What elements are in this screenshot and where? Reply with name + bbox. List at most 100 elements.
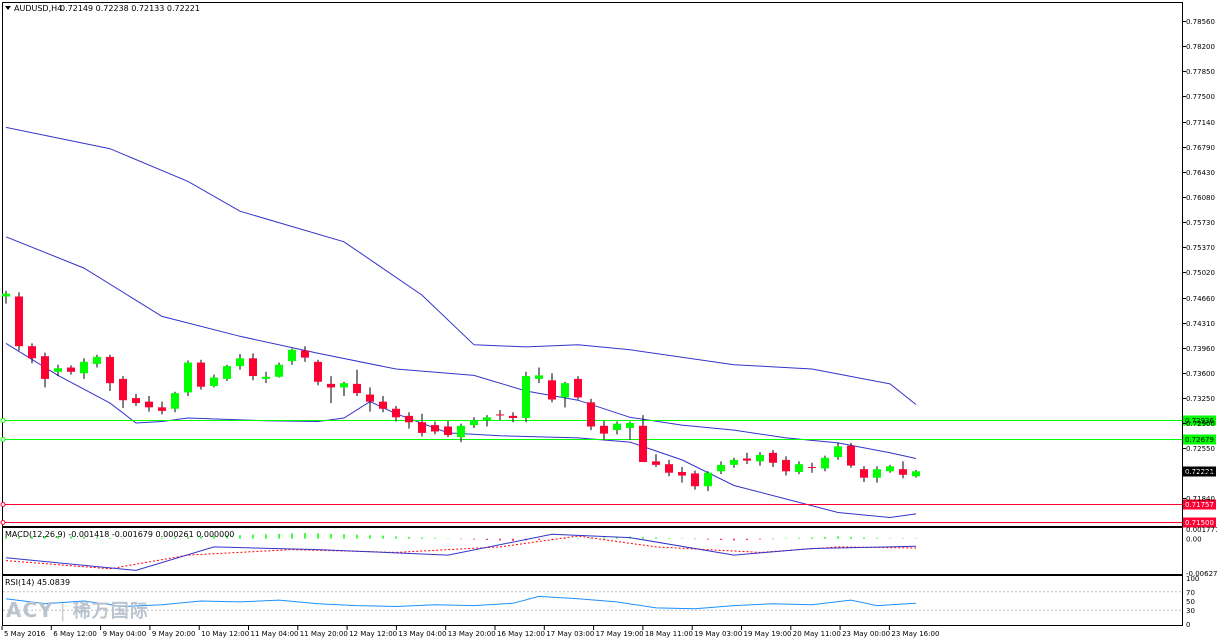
time-tick-label: 6 May 12:00 xyxy=(53,630,97,638)
time-tick-label: 11 May 20:00 xyxy=(300,630,348,638)
macd-main-line xyxy=(5,533,917,571)
bull-candle xyxy=(873,469,881,478)
time-tick-label: 18 May 11:00 xyxy=(645,630,693,638)
time-tick-label: 17 May 03:00 xyxy=(546,630,594,638)
current-price-label: 0.72221 xyxy=(1185,468,1214,476)
time-tick-label: 20 May 11:00 xyxy=(793,630,841,638)
level-anchor-icon xyxy=(0,502,6,507)
rsi-tick-label: 100 xyxy=(1186,575,1199,583)
bear-candle xyxy=(197,362,205,387)
macd-signal-line xyxy=(5,535,917,570)
time-tick-label: 17 May 19:00 xyxy=(596,630,644,638)
bear-candle xyxy=(418,422,426,433)
acy-watermark: ACY | 稀万国际 xyxy=(6,597,149,623)
price-axis: 0.78560 0.78200 0.77850 0.77500 0.77140 0.767… xyxy=(1182,18,1215,503)
bull-candle xyxy=(171,393,179,409)
bear-candle xyxy=(431,425,439,432)
price-tick-label: 0.73960 xyxy=(1186,345,1215,353)
level-tag-label: 0.72936 xyxy=(1185,417,1214,425)
macd-frame xyxy=(2,527,1183,575)
bear-candle xyxy=(678,471,686,476)
bear-candle xyxy=(782,459,790,472)
time-tick-label: 23 May 00:00 xyxy=(842,630,890,638)
bollinger-upper-line xyxy=(5,126,917,405)
bear-candle xyxy=(379,401,387,409)
bull-candle xyxy=(522,376,530,418)
watermark-separator: | xyxy=(59,601,67,622)
bear-candle xyxy=(41,356,49,379)
bull-candle xyxy=(535,375,543,379)
bear-candle xyxy=(28,346,36,359)
bear-candle xyxy=(496,414,504,416)
level-tag xyxy=(1183,517,1216,528)
bear-candle xyxy=(405,415,413,423)
bull-candle xyxy=(340,383,348,388)
level-anchor-icon xyxy=(0,437,6,442)
price-tick-label: 0.72190 xyxy=(1186,470,1215,478)
bear-candle xyxy=(249,358,257,377)
level-tag-label: 0.71757 xyxy=(1185,501,1214,509)
price-tick-label: 0.74660 xyxy=(1186,295,1215,303)
bull-candle xyxy=(730,459,738,465)
price-tick-label: 0.76430 xyxy=(1186,169,1215,177)
bull-candle xyxy=(821,457,829,469)
bear-candle xyxy=(327,383,335,388)
bull-candle xyxy=(223,366,231,379)
rsi-title: RSI(14) 45.0839 xyxy=(5,578,70,587)
bull-candle xyxy=(717,464,725,472)
price-tick-label: 0.72550 xyxy=(1186,445,1215,453)
bull-candle xyxy=(886,466,894,472)
time-tick-label: 9 May 04:00 xyxy=(103,630,147,638)
rsi-tick-label: 50 xyxy=(1186,598,1195,606)
bear-candle xyxy=(769,452,777,463)
price-tick-label: 0.76790 xyxy=(1186,144,1215,152)
time-tick-label: 19 May 19:00 xyxy=(744,630,792,638)
bear-candle xyxy=(314,361,322,382)
price-tick-label: 0.76080 xyxy=(1186,194,1215,202)
level-tag xyxy=(1183,434,1216,445)
bull-candle xyxy=(470,420,478,426)
macd-tick-label: 0.001771 xyxy=(1186,526,1217,534)
bear-candle xyxy=(392,408,400,418)
bear-candle xyxy=(665,464,673,473)
bear-candle xyxy=(158,407,166,411)
price-tick-label: 0.73600 xyxy=(1186,370,1215,378)
rsi-tick-label: 70 xyxy=(1186,589,1195,597)
bear-candle xyxy=(119,378,127,401)
time-tick-label: 23 May 16:00 xyxy=(891,630,939,638)
price-tick-label: 0.77140 xyxy=(1186,119,1215,127)
price-tick-label: 0.77500 xyxy=(1186,93,1215,101)
bull-candle xyxy=(2,293,10,297)
rsi-frame xyxy=(2,575,1183,626)
bear-candle xyxy=(366,394,374,402)
time-tick-label: 10 May 12:00 xyxy=(201,630,249,638)
price-tick-label: 0.75020 xyxy=(1186,269,1215,277)
bear-candle xyxy=(639,425,647,463)
bear-candle xyxy=(444,426,452,436)
bear-candle xyxy=(652,461,660,465)
time-tick-label: 13 May 04:00 xyxy=(398,630,446,638)
bear-candle xyxy=(132,398,140,404)
watermark-chinese: 稀万国际 xyxy=(72,601,149,622)
main-chart-frame xyxy=(2,2,1183,527)
bear-candle xyxy=(600,425,608,434)
bear-candle xyxy=(860,469,868,478)
bear-candle xyxy=(587,402,595,427)
price-tick-label: 0.78560 xyxy=(1186,18,1215,26)
rsi-line xyxy=(5,595,917,610)
price-tick-label: 0.75730 xyxy=(1186,219,1215,227)
time-axis: 5 May 2016 6 May 12:00 9 May 04:00 9 May 20… xyxy=(1,626,939,638)
bull-candle xyxy=(288,349,296,362)
horizontal-levels[interactable]: 0.72936 0.72679 0.71757 0.71500 0.72221 xyxy=(0,415,1216,528)
bear-candle xyxy=(509,415,517,418)
dropdown-arrow-icon[interactable] xyxy=(5,6,11,10)
bollinger-bands xyxy=(5,126,917,519)
bear-candle xyxy=(145,401,153,408)
bull-candle xyxy=(613,423,621,431)
time-tick-label: 13 May 20:00 xyxy=(448,630,496,638)
time-tick-label: 19 May 03:00 xyxy=(694,630,742,638)
time-tick-label: 16 May 12:00 xyxy=(497,630,545,638)
bear-candle xyxy=(67,367,75,372)
